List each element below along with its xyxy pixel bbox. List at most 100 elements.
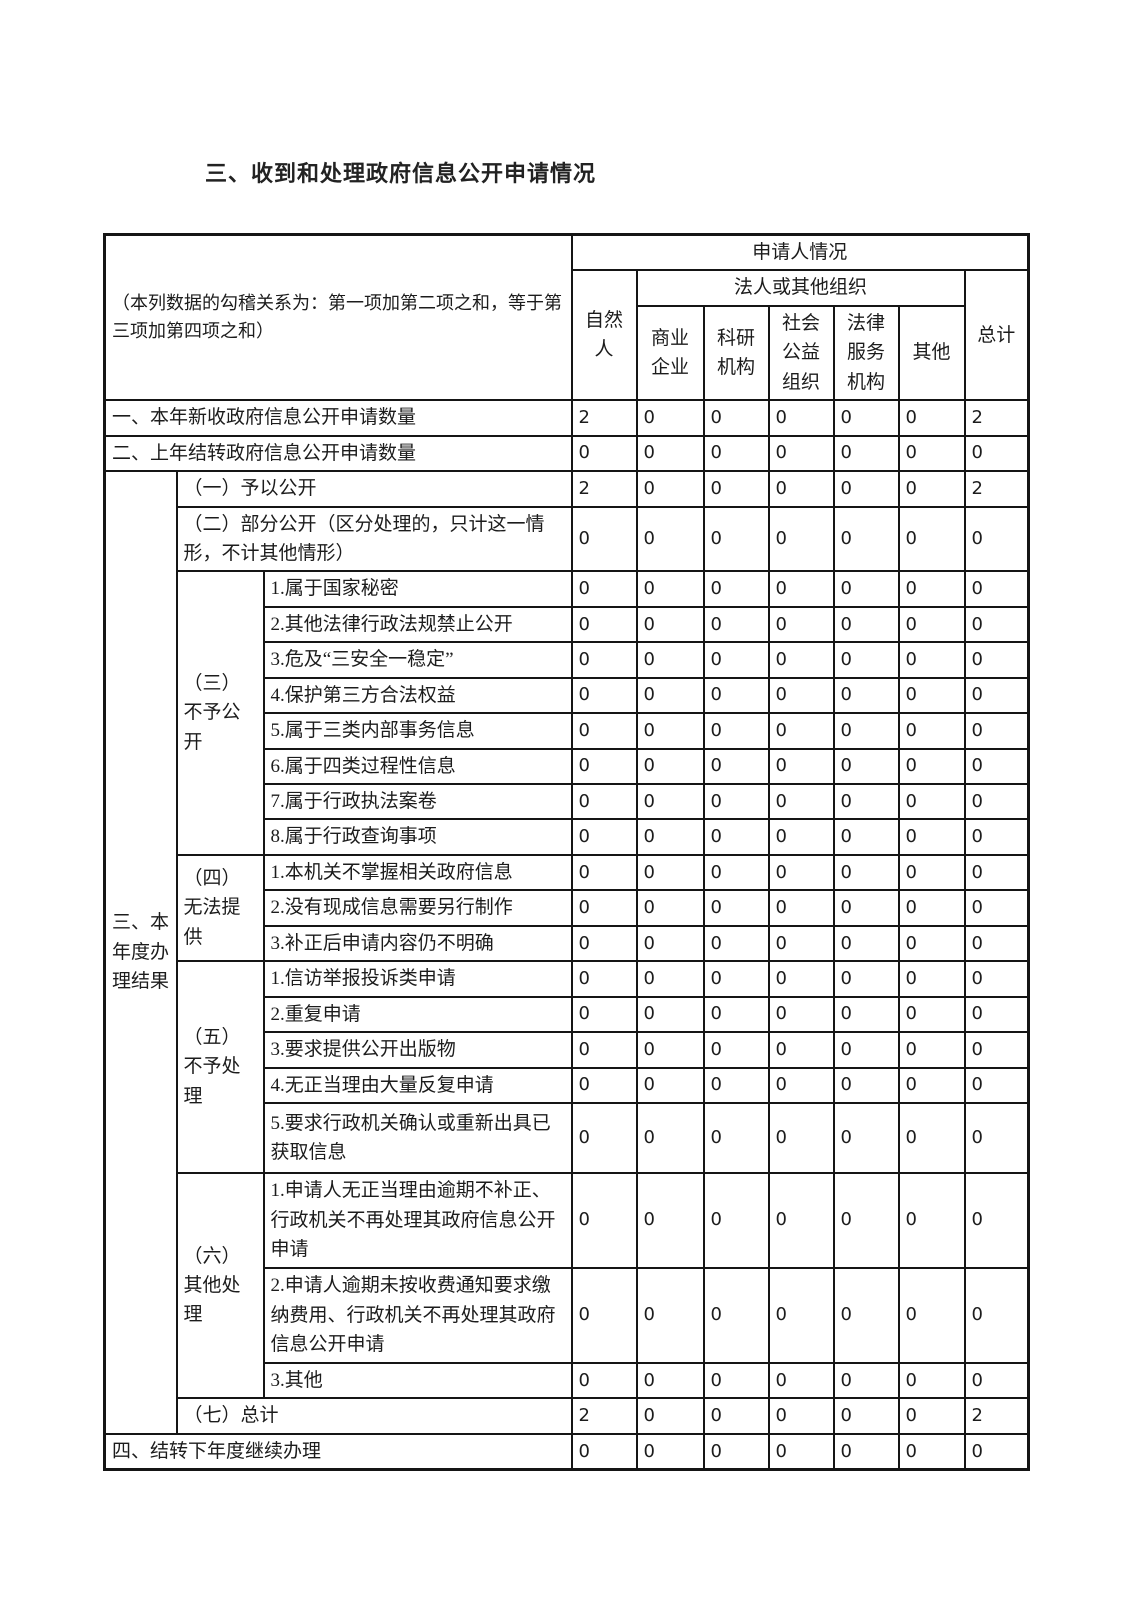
value-cell: 0 — [897, 641, 966, 679]
value-cell: 0 — [767, 1031, 835, 1069]
value-cell: 0 — [635, 747, 705, 786]
value-cell: 0 — [635, 818, 705, 856]
value-cell: 0 — [832, 889, 900, 927]
value-cell: 0 — [832, 1361, 900, 1400]
value-cell: 0 — [767, 889, 835, 927]
value-cell: 0 — [963, 505, 1030, 573]
value-cell: 0 — [897, 747, 966, 786]
value-cell: 0 — [897, 1031, 966, 1069]
table-row: 2.其他法律行政法规禁止公开 0 0 0 0 0 0 0 — [105, 605, 1030, 644]
table-row: （六）其他处理 1.申请人无正当理由逾期不补正、行政机关不再处理其政府信息公开申… — [105, 1171, 1030, 1400]
row-label: 1.属于国家秘密 — [262, 570, 573, 608]
value-cell: 0 — [897, 434, 966, 473]
value-cell: 0 — [702, 960, 770, 998]
table-row: （二）部分公开（区分处理的，只计这一情形，不计其他情形） 0 0 0 0 0 0… — [105, 505, 1030, 573]
value-cell: 0 — [570, 818, 638, 856]
value-cell: 0 — [897, 1101, 966, 1174]
group-label-other-handle: （六）其他处理 — [175, 1171, 265, 1400]
value-cell: 0 — [897, 399, 966, 437]
value-cell: 0 — [635, 1101, 705, 1174]
value-cell: 0 — [635, 570, 705, 608]
table-row: （五）不予处理 1.信访举报投诉类申请 0 0 0 0 0 0 0 — [105, 960, 1030, 1174]
table-row: 2.没有现成信息需要另行制作 0 0 0 0 0 0 0 — [105, 889, 1030, 927]
header-social-welfare: 社会公益组织 — [767, 304, 835, 402]
row-label: 2.其他法律行政法规禁止公开 — [262, 605, 573, 644]
value-cell: 0 — [635, 995, 705, 1034]
value-cell: 0 — [897, 1432, 966, 1471]
value-cell: 0 — [702, 641, 770, 679]
value-cell: 0 — [832, 747, 900, 786]
row-label: 1.信访举报投诉类申请 — [262, 960, 573, 998]
group-label-not-disclose: （三）不予公开 — [175, 570, 265, 856]
value-cell: 0 — [767, 747, 835, 786]
value-cell: 0 — [702, 676, 770, 715]
value-cell: 0 — [767, 924, 835, 963]
value-cell: 0 — [767, 505, 835, 573]
value-cell: 0 — [767, 570, 835, 608]
value-cell: 2 — [570, 1397, 638, 1435]
value-cell: 0 — [635, 1397, 705, 1435]
value-cell: 0 — [897, 1266, 966, 1364]
value-cell: 0 — [702, 818, 770, 856]
value-cell: 0 — [897, 1397, 966, 1435]
value-cell: 2 — [570, 470, 638, 508]
value-cell: 0 — [897, 889, 966, 927]
value-cell: 0 — [570, 1266, 638, 1364]
row-label: 3.危及“三安全一稳定” — [262, 641, 573, 679]
value-cell: 0 — [702, 712, 770, 750]
value-cell: 0 — [832, 434, 900, 473]
value-cell: 0 — [897, 712, 966, 750]
value-cell: 0 — [963, 1066, 1030, 1104]
value-cell: 0 — [570, 641, 638, 679]
value-cell: 0 — [767, 641, 835, 679]
header-applicant-group: 申请人情况 — [570, 233, 1030, 272]
table-row: 四、结转下年度继续办理 0 0 0 0 0 0 0 — [103, 1432, 1030, 1471]
value-cell: 0 — [767, 1432, 835, 1471]
value-cell: 0 — [635, 676, 705, 715]
row-label: 2.重复申请 — [262, 995, 573, 1034]
value-cell: 0 — [570, 676, 638, 715]
value-cell: 0 — [635, 470, 705, 508]
value-cell: 0 — [702, 1031, 770, 1069]
value-cell: 0 — [635, 1432, 705, 1471]
value-cell: 0 — [963, 641, 1030, 679]
row-label: 8.属于行政查询事项 — [262, 818, 573, 856]
row-label: 2.申请人逾期未按收费通知要求缴纳费用、行政机关不再处理其政府信息公开申请 — [262, 1266, 573, 1364]
value-cell: 0 — [570, 960, 638, 998]
value-cell: 0 — [702, 570, 770, 608]
value-cell: 0 — [897, 470, 966, 508]
value-cell: 0 — [832, 570, 900, 608]
value-cell: 0 — [832, 470, 900, 508]
value-cell: 0 — [963, 747, 1030, 786]
header-row-3: 商业企业 科研机构 社会公益组织 法律服务机构 其他 — [105, 304, 1029, 402]
value-cell: 0 — [767, 1066, 835, 1104]
row-label: 7.属于行政执法案卷 — [262, 782, 573, 821]
value-cell: 0 — [570, 1432, 638, 1471]
value-cell: 0 — [963, 1432, 1030, 1471]
table-row: （七）总计 2 0 0 0 0 0 2 — [105, 1397, 1030, 1435]
value-cell: 0 — [963, 1171, 1030, 1269]
value-cell: 0 — [897, 924, 966, 963]
value-cell: 0 — [702, 1397, 770, 1435]
value-cell: 0 — [570, 1031, 638, 1069]
value-cell: 0 — [570, 889, 638, 927]
value-cell: 0 — [635, 889, 705, 927]
header-legal-service: 法律服务机构 — [832, 304, 900, 402]
value-cell: 0 — [767, 853, 835, 892]
value-cell: 0 — [635, 1031, 705, 1069]
value-cell: 0 — [832, 505, 900, 573]
value-cell: 0 — [963, 1266, 1030, 1364]
table-row: 3.补正后申请内容仍不明确 0 0 0 0 0 0 0 — [105, 924, 1030, 963]
value-cell: 0 — [702, 853, 770, 892]
value-cell: 0 — [767, 1101, 835, 1174]
table-row: 4.无正当理由大量反复申请 0 0 0 0 0 0 0 — [105, 1066, 1030, 1104]
value-cell: 0 — [570, 782, 638, 821]
value-cell: 0 — [832, 1266, 900, 1364]
value-cell: 0 — [570, 1171, 638, 1269]
value-cell: 0 — [702, 1432, 770, 1471]
value-cell: 0 — [702, 924, 770, 963]
value-cell: 2 — [963, 399, 1030, 437]
value-cell: 0 — [702, 470, 770, 508]
value-cell: 0 — [767, 434, 835, 473]
row-label: 1.本机关不掌握相关政府信息 — [262, 853, 573, 892]
